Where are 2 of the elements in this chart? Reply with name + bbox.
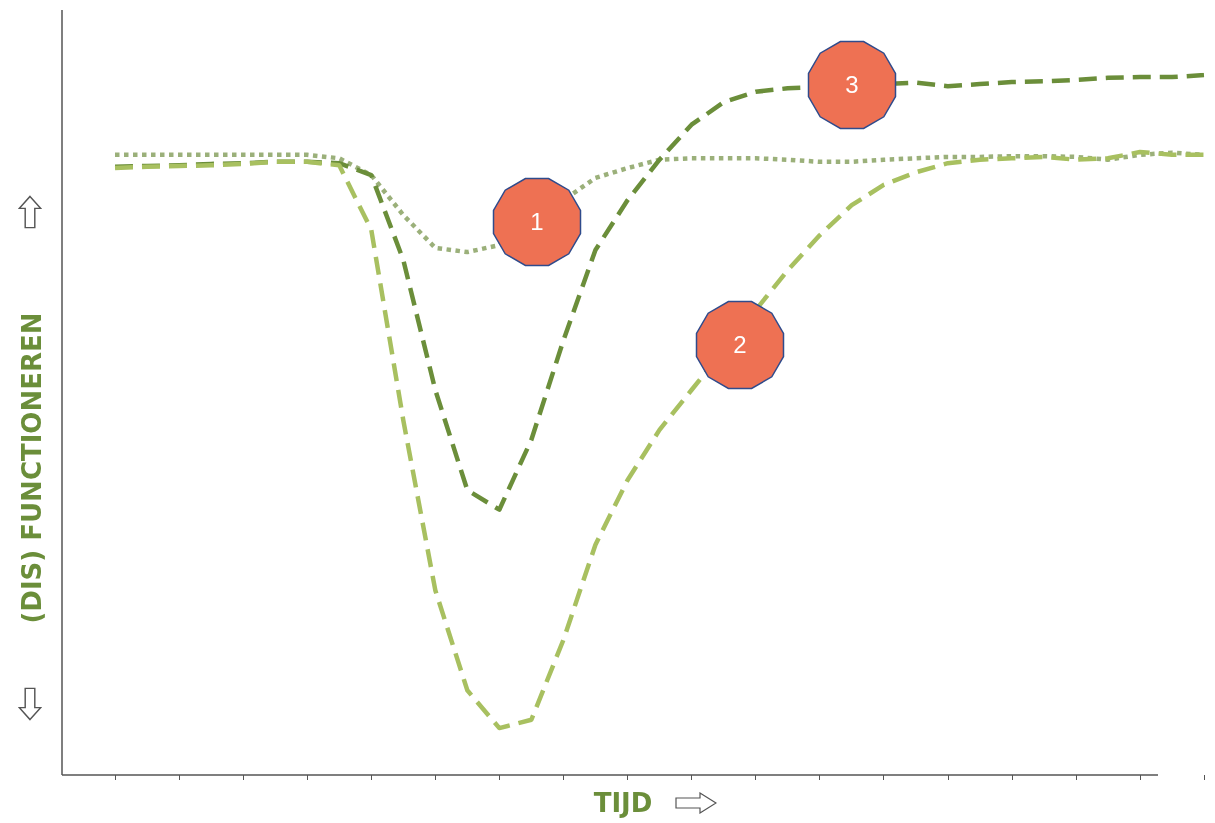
x-axis-title: TIJD xyxy=(593,788,653,818)
y-axis-title: (DIS) FUNCTIONEREN xyxy=(17,312,47,624)
